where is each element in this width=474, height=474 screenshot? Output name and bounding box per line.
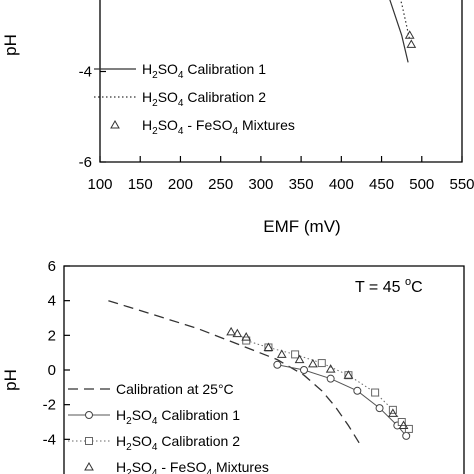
chart-panel-bottom: -4 -2 0 2 4 6 Calibration at 25°C H2SO4 Calibr…: [1, 258, 465, 474]
legend-label: H2SO4 Calibration 1: [142, 61, 266, 81]
x-tick-label: 500: [409, 176, 434, 193]
data-point-triangle: [232, 328, 243, 338]
x-tick-label: 200: [168, 176, 193, 193]
y-tick-label: 4: [48, 293, 56, 310]
x-tick-label: 450: [369, 176, 394, 193]
x-axis-label: EMF (mV): [263, 217, 340, 236]
annotation-suffix: C: [411, 279, 423, 296]
temperature-annotation: T = 45 oC: [355, 276, 423, 296]
legend-label: Calibration at 25°C: [116, 381, 234, 397]
data-point-triangle: [110, 119, 120, 129]
x-tick-label: 250: [208, 176, 233, 193]
x-tick-label: 350: [289, 176, 314, 193]
legend-label: H2SO4 Calibration 2: [142, 89, 266, 109]
x-tick-label: 150: [128, 176, 153, 193]
y-axis-label: pH: [1, 369, 20, 391]
data-point-circle: [375, 404, 384, 413]
series-circle-line: [273, 360, 411, 440]
y-tick-label: 0: [48, 362, 56, 379]
data-point-circle: [326, 374, 335, 383]
annotation-prefix: T = 45: [355, 279, 405, 296]
data-point-circle: [300, 366, 308, 374]
plot-frame: [99, 0, 463, 163]
data-point-square: [371, 388, 380, 397]
legend: Calibration at 25°C H2SO4 Calibration 1 H2…: [68, 381, 269, 474]
data-point-square: [291, 350, 300, 359]
y-tick-label: -6: [79, 154, 92, 171]
data-point-square: [85, 437, 93, 445]
series-solid: [389, 0, 409, 63]
data-point-triangle: [398, 420, 409, 429]
series-line: [399, 0, 411, 40]
series-dotted: [399, 0, 411, 40]
data-point-circle: [85, 411, 93, 419]
series-line: [389, 0, 409, 63]
y-axis-label: pH: [1, 34, 20, 56]
series-line: [277, 364, 407, 437]
data-point-triangle: [404, 30, 415, 39]
data-point-circle: [353, 386, 362, 395]
legend-label: H2SO4 - FeSO4 Mixtures: [116, 459, 269, 474]
legend-label: H2SO4 Calibration 2: [116, 433, 240, 453]
data-point-triangle: [406, 39, 417, 48]
x-tick-label: 550: [449, 176, 474, 193]
series-line: [246, 340, 410, 430]
y-tick-label: -4: [43, 431, 56, 448]
x-tick-label: 300: [248, 176, 273, 193]
legend: H2SO4 Calibration 1 H2SO4 Calibration 2 H2…: [94, 61, 295, 137]
y-tick-label: -4: [79, 64, 92, 81]
y-tick-label: -2: [43, 397, 56, 414]
chart-panel-top: -6 -4 100 150 200 250 300 350 400 450 500 550 H2SO4…: [1, 0, 474, 236]
data-point-triangle: [241, 332, 252, 341]
data-point-circle: [402, 431, 411, 440]
series-triangle: [404, 30, 417, 48]
y-tick-label: 6: [48, 258, 56, 275]
annotation-sup: o: [405, 276, 411, 288]
legend-label: H2SO4 Calibration 1: [116, 407, 240, 427]
data-point-triangle: [294, 354, 305, 364]
series-triangle: [226, 326, 409, 429]
data-point-square: [317, 359, 326, 368]
data-point-triangle: [226, 326, 236, 336]
x-tick-label: 100: [87, 176, 112, 193]
y-tick-label: 2: [48, 327, 56, 344]
x-tick-label: 400: [329, 176, 354, 193]
legend-label: H2SO4 - FeSO4 Mixtures: [142, 117, 295, 137]
series-square-dotted: [242, 336, 413, 433]
data-point-triangle: [276, 349, 287, 358]
data-point-triangle: [388, 408, 398, 417]
data-point-triangle: [325, 364, 336, 373]
data-point-triangle: [84, 461, 94, 471]
data-point-triangle: [343, 370, 354, 379]
data-point-triangle: [308, 358, 318, 368]
data-point-circle: [273, 360, 282, 369]
data-point-triangle: [263, 342, 274, 351]
